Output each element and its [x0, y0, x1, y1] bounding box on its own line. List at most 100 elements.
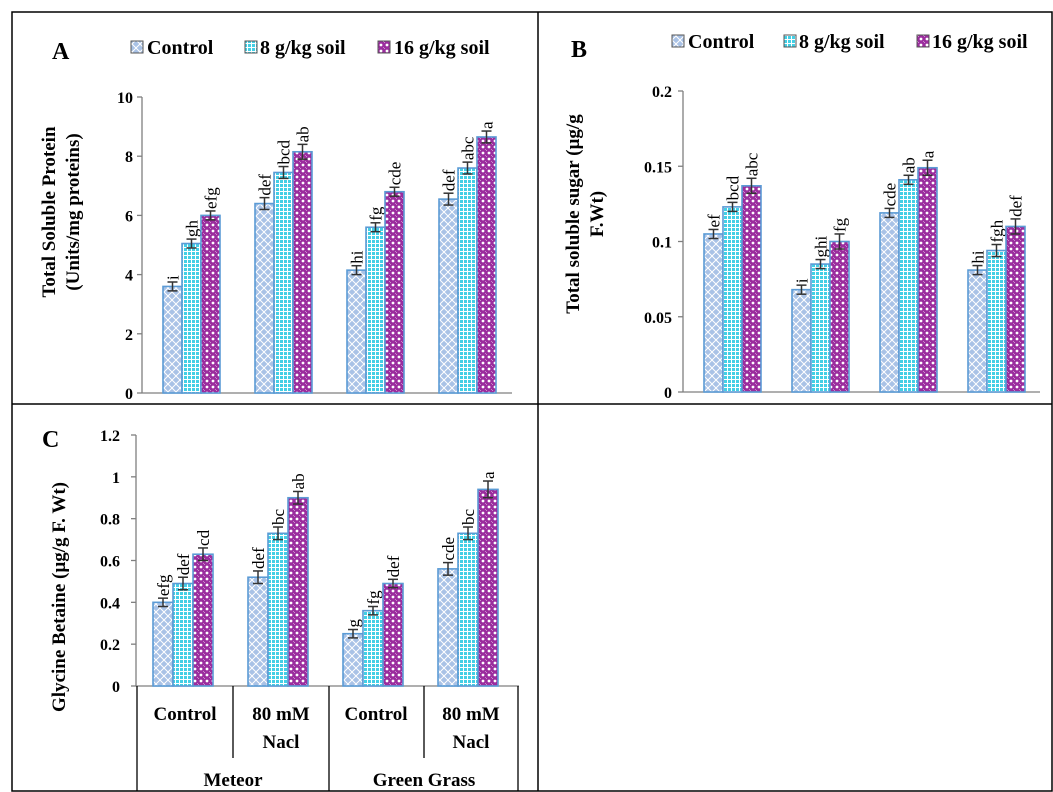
sig-label-a-g16-4: a: [478, 121, 497, 129]
sig-label-a-g16-2: ab: [294, 126, 313, 142]
sig-label-b-g8-1: bcd: [724, 175, 743, 200]
y-tick-label-c-6: 1.2: [100, 428, 120, 445]
bar-b-control-3: [879, 212, 900, 393]
sig-label-a-g8-1: gh: [183, 220, 202, 238]
y-axis-title-a-line2: (Units/mg proteins): [63, 133, 84, 290]
legend-b-label-control: Control: [688, 31, 755, 53]
sig-label-a-control-3: hi: [348, 250, 367, 264]
sig-label-b-control-4: hi: [969, 250, 988, 264]
panel-label-a: A: [52, 39, 70, 65]
bar-c-g8-2: [267, 532, 289, 687]
bar-b-g16-3: [917, 166, 938, 393]
x-tick-treatment-4-line2: Nacl: [453, 732, 490, 753]
x-axis-table: Control 80 mM Nacl Control 80 mM Nacl Me…: [136, 686, 519, 791]
y-tick-label-b-1: 0.05: [644, 310, 672, 327]
sig-label-c-control-4: cde: [439, 537, 458, 561]
sig-label-b-control-2: i: [793, 278, 812, 283]
y-tick-label-b-4: 0.2: [652, 84, 672, 101]
sig-label-c-g16-3: def: [384, 555, 403, 577]
sig-label-c-control-1: efg: [154, 574, 173, 596]
y-tick-label-b-0: 0: [664, 385, 672, 402]
sig-label-b-g16-1: abc: [743, 152, 762, 176]
sig-label-c-g8-3: fg: [364, 590, 383, 605]
y-axis-title-c: Glycine Betaine (µg/g F. Wt): [49, 482, 70, 712]
bar-a-g16-1: [200, 214, 221, 394]
plot-c: 00.20.40.60.811.2efgdefgcdedefbcfgbccdab…: [100, 428, 519, 696]
sig-label-c-control-3: g: [344, 619, 363, 628]
bar-b-g16-4: [1005, 225, 1026, 393]
sig-label-c-g8-1: def: [174, 553, 193, 575]
bar-b-g8-2: [810, 263, 831, 393]
x-tick-cultivar-meteor: Meteor: [203, 770, 263, 791]
legend-a-label-g16: 16 g/kg soil: [394, 37, 490, 59]
sig-label-c-g8-2: bc: [269, 509, 288, 526]
legend-b-label-g16: 16 g/kg soil: [932, 31, 1028, 53]
legend-b: Control 8 g/kg soil 16 g/kg soil: [671, 31, 1028, 53]
y-axis-title-b-line2: F.Wt): [587, 191, 608, 237]
bar-b-g8-3: [898, 178, 919, 393]
bar-c-control-1: [152, 601, 174, 687]
legend-b-label-g8: 8 g/kg soil: [799, 31, 885, 53]
x-tick-treatment-1: Control: [154, 704, 217, 725]
y-axis-title-c-line1: Glycine Betaine (µg/g F. Wt): [49, 482, 70, 712]
bar-b-control-4: [967, 269, 988, 393]
bar-b-control-1: [703, 233, 724, 393]
legend-a-label-control: Control: [147, 37, 214, 59]
panel-label-b: B: [571, 37, 587, 63]
bar-b-g16-1: [741, 185, 762, 393]
y-tick-label-c-1: 0.2: [100, 637, 120, 654]
bar-a-control-2: [254, 202, 275, 394]
y-tick-label-c-0: 0: [112, 679, 120, 696]
y-tick-label-a-0: 0: [125, 386, 133, 403]
bar-c-g16-1: [192, 553, 214, 687]
bar-a-g8-4: [457, 167, 478, 394]
y-axis-title-b-line1: Total soluble sugar (µg/g: [563, 114, 584, 314]
sig-label-c-g16-4: a: [479, 471, 498, 479]
y-tick-label-c-4: 0.8: [100, 512, 120, 529]
x-tick-treatment-4-line1: 80 mM: [442, 704, 500, 725]
sig-label-b-g16-2: fg: [831, 217, 850, 232]
sig-label-b-control-1: ef: [705, 214, 724, 228]
bar-c-control-3: [342, 632, 364, 687]
sig-label-a-g8-2: bcd: [275, 140, 294, 165]
x-tick-treatment-3: Control: [345, 704, 408, 725]
sig-label-a-control-1: i: [164, 275, 183, 280]
sig-label-a-g8-3: fg: [367, 206, 386, 221]
legend-b-swatch-g8: [783, 34, 797, 48]
y-axis-title-b: Total soluble sugar (µg/g F.Wt): [563, 114, 608, 314]
sig-label-c-control-2: def: [249, 547, 268, 569]
sig-label-b-g8-3: ab: [900, 157, 919, 173]
y-tick-label-c-3: 0.6: [100, 554, 120, 571]
y-tick-label-a-5: 10: [117, 90, 133, 107]
bar-c-control-2: [247, 576, 269, 687]
bar-a-control-3: [346, 269, 367, 394]
bar-b-g8-1: [722, 206, 743, 393]
y-tick-label-b-3: 0.15: [644, 159, 672, 176]
sig-label-a-g16-1: efg: [202, 187, 221, 209]
bar-c-g16-2: [287, 496, 309, 687]
y-axis-title-a-line1: Total Soluble Protein: [39, 126, 60, 297]
sig-label-c-g16-1: cd: [194, 529, 213, 546]
bar-a-g8-1: [181, 242, 202, 394]
legend-a: Control 8 g/kg soil 16 g/kg soil: [130, 37, 490, 59]
sig-label-b-g16-3: a: [919, 150, 938, 158]
sig-label-a-control-4: def: [440, 169, 459, 191]
y-tick-label-a-4: 8: [125, 149, 133, 166]
bar-c-control-4: [437, 568, 459, 687]
sig-label-b-g8-4: fgh: [988, 219, 1007, 242]
bar-a-control-1: [162, 285, 183, 394]
bar-c-g16-4: [477, 488, 499, 687]
panel-label-c: C: [42, 427, 59, 453]
x-tick-treatment-2-line1: 80 mM: [252, 704, 310, 725]
x-tick-cultivar-green-grass: Green Grass: [373, 770, 476, 791]
bar-a-control-4: [438, 198, 459, 394]
legend-a-swatch-g8: [244, 40, 258, 54]
y-tick-label-a-2: 4: [125, 268, 133, 285]
bar-a-g8-2: [273, 171, 294, 394]
sig-label-b-g16-4: def: [1007, 195, 1026, 217]
bar-c-g8-3: [362, 609, 384, 687]
bar-b-g16-2: [829, 240, 850, 393]
bar-c-g8-4: [457, 532, 479, 687]
y-tick-label-c-2: 0.4: [100, 595, 120, 612]
